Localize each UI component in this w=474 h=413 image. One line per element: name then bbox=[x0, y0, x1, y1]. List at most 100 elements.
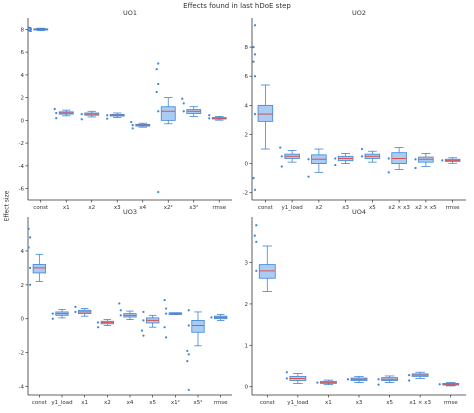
y-tick-label: -4 bbox=[19, 385, 25, 391]
median-point bbox=[280, 155, 283, 158]
x-tick-label: x5 bbox=[369, 205, 376, 211]
outlier-point bbox=[255, 240, 258, 243]
outlier-point bbox=[28, 26, 31, 29]
outlier-point bbox=[208, 114, 211, 117]
median-point bbox=[131, 124, 134, 127]
box-iqr bbox=[160, 106, 176, 121]
outlier-point bbox=[53, 107, 56, 111]
outlier-point bbox=[408, 379, 411, 382]
outlier-point bbox=[27, 246, 30, 249]
outlier-point bbox=[157, 82, 160, 86]
x-tick-label: x1 × x3 bbox=[409, 400, 431, 406]
outlier-point bbox=[80, 118, 83, 121]
x-tick-label: x2² bbox=[164, 204, 173, 211]
x-tick-label: x2 × x5 bbox=[415, 205, 437, 211]
median-point bbox=[408, 374, 411, 377]
x-tick-label: const bbox=[258, 205, 274, 211]
outlier-point bbox=[187, 353, 190, 356]
outlier-point bbox=[157, 190, 160, 194]
median-point bbox=[74, 310, 77, 314]
outlier-point bbox=[253, 188, 257, 191]
panel-title: UO4 bbox=[352, 208, 366, 216]
y-tick-label: 0 bbox=[21, 317, 25, 323]
x-tick-label: const bbox=[33, 205, 49, 211]
median-point bbox=[157, 110, 160, 113]
outlier-point bbox=[186, 359, 189, 363]
box-iqr bbox=[257, 104, 274, 122]
median-point bbox=[55, 111, 58, 115]
outlier-point bbox=[27, 227, 30, 230]
box-iqr bbox=[191, 320, 205, 333]
y-tick-label: -2 bbox=[243, 191, 248, 197]
outlier-point bbox=[253, 234, 256, 237]
x-tick-label: x2 bbox=[315, 205, 322, 211]
median-point bbox=[80, 113, 83, 116]
y-tick-label: 4 bbox=[245, 103, 249, 109]
x-tick-label: x2 bbox=[104, 400, 111, 406]
y-tick-label: 4 bbox=[21, 73, 25, 79]
outlier-point bbox=[253, 24, 257, 27]
outlier-point bbox=[51, 317, 54, 320]
y-tick-label: -2 bbox=[19, 351, 24, 357]
y-tick-label: 0 bbox=[21, 118, 25, 124]
y-tick-label: 0 bbox=[245, 162, 249, 168]
x-tick-label: x3² bbox=[189, 204, 198, 211]
outlier-point bbox=[307, 175, 310, 178]
panel-title: UO3 bbox=[123, 208, 137, 216]
outlier-point bbox=[106, 117, 109, 120]
x-tick-label: y1_load bbox=[51, 400, 72, 406]
y-tick-label: 6 bbox=[245, 74, 249, 80]
x-tick-label: x1 bbox=[325, 400, 332, 406]
y-tick-label: 2 bbox=[245, 302, 249, 308]
y-tick-label: -4 bbox=[19, 164, 25, 170]
outlier-point bbox=[186, 349, 189, 353]
x-tick-label: x5 bbox=[149, 400, 156, 406]
x-tick-label: x3 bbox=[342, 205, 349, 211]
outlier-point bbox=[182, 102, 185, 105]
median-point bbox=[346, 378, 350, 381]
x-tick-label: x1 bbox=[81, 400, 88, 406]
outlier-point bbox=[28, 29, 31, 32]
panel-title: UO1 bbox=[123, 9, 137, 17]
x-tick-label: x3 bbox=[356, 400, 363, 406]
median-point bbox=[142, 319, 145, 322]
outlier-point bbox=[130, 120, 133, 124]
median-point bbox=[285, 377, 288, 380]
median-point bbox=[316, 381, 319, 384]
median-point bbox=[414, 158, 417, 161]
outlier-point bbox=[142, 310, 145, 314]
median-point bbox=[29, 28, 32, 31]
x-tick-label: x4 bbox=[139, 205, 146, 211]
outlier-point bbox=[387, 171, 390, 174]
x-tick-label: x2 bbox=[88, 205, 95, 211]
outlier-point bbox=[29, 236, 32, 239]
outlier-point bbox=[55, 117, 58, 120]
median-point bbox=[307, 158, 310, 161]
median-point bbox=[106, 114, 109, 117]
outlier-point bbox=[131, 127, 134, 130]
outlier-point bbox=[253, 75, 257, 78]
x-tick-label: const bbox=[260, 400, 276, 406]
y-tick-label: 1 bbox=[245, 343, 249, 349]
x-tick-label: const bbox=[32, 400, 48, 406]
x-tick-label: rmse bbox=[444, 400, 458, 406]
median-point bbox=[51, 312, 54, 315]
x-tick-label: rmse bbox=[214, 400, 228, 406]
outlier-point bbox=[334, 163, 337, 167]
outlier-point bbox=[142, 334, 145, 337]
x-tick-label: rmse bbox=[446, 205, 460, 211]
x-tick-label: x2 × x3 bbox=[388, 205, 410, 211]
outlier-point bbox=[119, 309, 122, 312]
outlier-point bbox=[165, 307, 168, 310]
box-iqr bbox=[258, 264, 276, 279]
y-tick-label: 8 bbox=[245, 45, 249, 51]
median-point bbox=[119, 314, 122, 317]
panel-title: UO2 bbox=[352, 9, 366, 17]
median-point bbox=[441, 159, 444, 162]
outlier-point bbox=[118, 302, 121, 305]
x-tick-label: rmse bbox=[212, 205, 226, 211]
y-tick-label: -6 bbox=[19, 187, 25, 193]
median-point bbox=[377, 378, 380, 381]
